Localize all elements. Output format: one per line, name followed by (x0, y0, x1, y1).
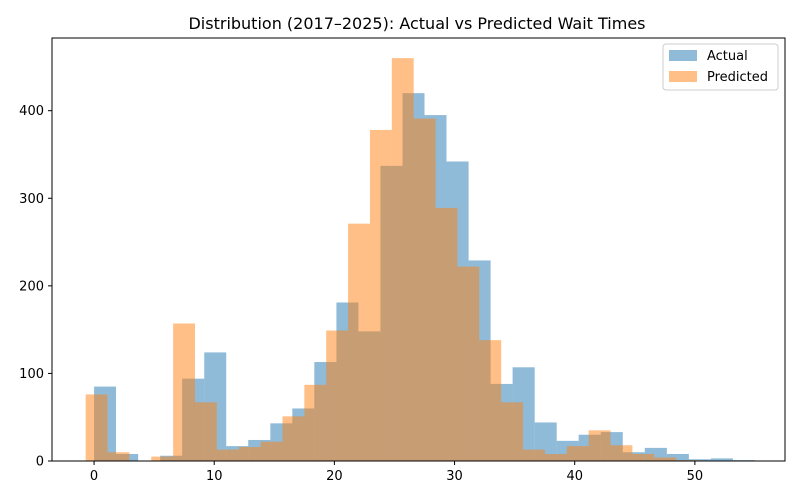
y-tick-label: 200 (19, 279, 44, 294)
x-tick-label: 20 (326, 469, 343, 484)
bar-predicted (151, 456, 174, 461)
bar-predicted (282, 416, 305, 461)
legend-swatch-predicted (669, 71, 697, 82)
bar-predicted (107, 452, 130, 461)
bar-actual (688, 459, 711, 461)
bar-predicted (348, 223, 370, 461)
x-tick-label: 50 (687, 469, 704, 484)
bar-predicted (566, 446, 589, 461)
bar-predicted (457, 266, 480, 461)
bar-actual (710, 458, 733, 461)
bar-predicted (523, 449, 545, 461)
bar-predicted (588, 430, 611, 461)
legend-swatch-actual (669, 50, 697, 61)
bar-predicted (304, 384, 327, 461)
bar-predicted (260, 441, 283, 461)
bar-predicted (479, 340, 502, 461)
chart-title: Distribution (2017–2025): Actual vs Pred… (188, 14, 645, 33)
bar-predicted (85, 394, 108, 461)
bar-predicted (173, 323, 195, 461)
x-tick-label: 0 (90, 469, 98, 484)
bar-predicted (238, 446, 261, 461)
plot-area (85, 58, 755, 462)
bar-predicted (610, 445, 633, 461)
bar-actual (666, 453, 689, 461)
y-axis: 0 100 200 300 400 (19, 104, 52, 470)
axes-frame (51, 37, 786, 462)
bar-predicted (413, 118, 436, 462)
legend-label-actual: Actual (707, 49, 748, 64)
bar-predicted (501, 402, 524, 461)
bar-predicted (544, 453, 567, 461)
x-tick-label: 10 (206, 469, 223, 484)
y-tick-label: 0 (36, 455, 44, 470)
bar-predicted (632, 453, 655, 461)
bar-predicted (391, 58, 414, 462)
bar-predicted (435, 207, 458, 461)
bar-predicted (326, 330, 349, 461)
y-tick-label: 400 (19, 104, 44, 119)
legend: Actual Predicted (662, 43, 779, 91)
x-tick-label: 30 (446, 469, 463, 484)
y-tick-label: 300 (19, 192, 44, 207)
bar-predicted (194, 402, 217, 461)
legend-label-predicted: Predicted (707, 70, 768, 85)
bar-predicted (654, 457, 677, 461)
bar-predicted (369, 129, 392, 461)
x-tick-label: 40 (566, 469, 583, 484)
y-tick-label: 100 (19, 367, 44, 382)
bar-predicted (216, 449, 239, 461)
x-axis: 0 10 20 30 40 50 (90, 461, 703, 484)
